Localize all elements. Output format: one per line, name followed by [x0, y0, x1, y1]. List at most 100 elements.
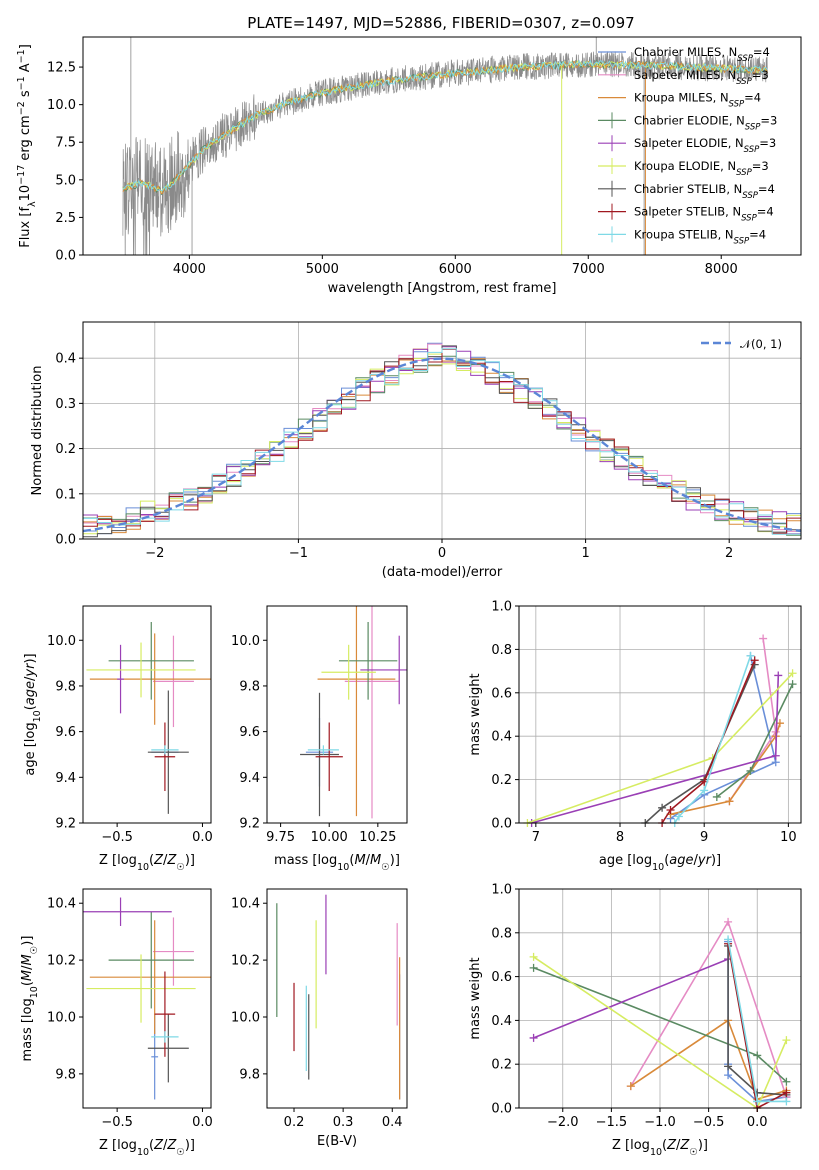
y-tick-label: 2.5: [55, 211, 76, 226]
errorbar-point: [152, 635, 194, 728]
x-axis-label: Z [log10(Z/Z☉)]: [99, 1138, 195, 1158]
y-tick-label: 10.2: [47, 954, 76, 969]
errorbar-point: [338, 621, 398, 700]
errorbar-point: [300, 692, 339, 817]
mass-weight-point: [753, 1097, 762, 1106]
legend-entry-label: 𝒩(0, 1): [740, 337, 782, 351]
legend-entry-label: Kroupa MILES, NSSP=4: [634, 91, 761, 110]
y-tick-label: 9.6: [239, 725, 260, 740]
legend: Chabrier MILES, NSSP=4 Salpeter MILES, NS…: [598, 45, 777, 246]
mass-weight-point: [782, 1077, 791, 1086]
x-tick-label: 0: [438, 546, 446, 561]
y-tick-label: 10.0: [47, 1010, 76, 1025]
x-tick-label: −1.5: [596, 1115, 628, 1130]
y-axis-label: mass weight: [468, 673, 483, 755]
axes-frame: [82, 36, 802, 256]
y-tick-label: 10.4: [231, 897, 260, 912]
mass-weight-point: [753, 1051, 762, 1060]
mass-weight-point: [782, 1097, 791, 1106]
errorbar-point: [108, 621, 194, 700]
x-axis-label: (data-model)/error: [382, 565, 503, 580]
errorbar-point: [86, 954, 196, 1023]
y-tick-label: 10.4: [47, 897, 76, 912]
mass-weight-point: [724, 1062, 733, 1071]
x-axis-label: age [log10(age/yr)]: [599, 853, 721, 873]
mass-weight-point: [788, 669, 797, 678]
y-tick-label: 0.2: [491, 1058, 512, 1073]
x-tick-label: 7000: [572, 262, 605, 277]
y-axis-label: Flux [fλ10−17 erg cm−2 s−1 A−1]: [16, 44, 38, 248]
errorbar-point: [344, 606, 400, 819]
x-tick-label: 0.4: [382, 1115, 403, 1130]
spectrum-panel: 4000 5000 6000 7000 8000 0.0 2.5 5.0 7.5 10.0 12.5…: [16, 14, 802, 296]
legend-entry-label: Kroupa ELODIE, NSSP=3: [634, 159, 769, 178]
errorbar-point: [89, 633, 211, 725]
y-tick-label: 0.0: [491, 817, 512, 832]
mass-weight-point: [759, 634, 768, 643]
x-axis-label: mass [log10(M/M☉)]: [274, 853, 400, 873]
x-axis-label: E(B-V): [317, 1134, 357, 1149]
x-tick-label: 9: [700, 830, 708, 845]
y-tick-label: 10.0: [47, 98, 76, 113]
x-axis-label: wavelength [Angstrom, rest frame]: [328, 281, 557, 296]
y-tick-label: 0.4: [55, 352, 76, 367]
y-tick-label: 0.1: [55, 487, 76, 502]
y-tick-label: 0.2: [491, 773, 512, 788]
mass-weight-series-line: [531, 675, 780, 824]
y-tick-label: 9.8: [239, 1067, 260, 1082]
mass-weight-series-line: [670, 722, 781, 816]
x-tick-label: −1.0: [644, 1115, 676, 1130]
mass-weight-point: [712, 792, 721, 801]
y-tick-label: 10.0: [47, 634, 76, 649]
x-tick-label: 2: [725, 546, 733, 561]
errorbar-point: [154, 722, 176, 792]
axes-frame: [266, 888, 408, 1109]
x-tick-label: 10.25: [359, 830, 396, 845]
mass-vs-metallicity-panel: −0.5 0.0 9.8 10.0 10.2 10.4 Z [log10(Z/Z☉)] mas…: [20, 888, 213, 1158]
y-tick-label: 9.8: [55, 679, 76, 694]
errorbar-point: [151, 1031, 179, 1043]
y-axis-label: Normed distribution: [30, 366, 45, 496]
x-tick-label: 0.0: [747, 1115, 768, 1130]
mass-weight-point: [746, 651, 755, 660]
y-tick-label: 0.0: [55, 533, 76, 548]
mass-weight-series-line: [727, 945, 787, 1096]
y-tick-label: 0.8: [491, 926, 512, 941]
x-tick-label: 0.0: [192, 1115, 213, 1130]
mass-weight-point: [626, 1082, 635, 1091]
errorbar-point: [108, 911, 194, 1009]
mass-weight-vs-metallicity-panel: −2.0 −1.5 −1.0 −0.5 0.0 0.0 0.2 0.4 0.6 0.8 1.0 Z […: [468, 883, 802, 1158]
x-tick-label: 0.0: [192, 830, 213, 845]
x-tick-label: −2.0: [547, 1115, 579, 1130]
errorbar-point: [317, 606, 396, 817]
x-tick-label: 10: [780, 830, 797, 845]
x-tick-label: 10.00: [311, 830, 348, 845]
mass-weight-point: [674, 812, 683, 821]
errorbar-point: [83, 897, 172, 926]
mass-weight-point: [724, 917, 733, 926]
legend-entry-label: Salpeter STELIB, NSSP=4: [634, 205, 774, 224]
y-tick-label: 0.2: [55, 442, 76, 457]
x-tick-label: 8000: [705, 262, 738, 277]
mass-weight-series-line: [661, 659, 756, 824]
y-tick-label: 9.4: [239, 771, 260, 786]
x-tick-label: 8: [616, 830, 624, 845]
axes-frame: [82, 888, 212, 1109]
errorbar-point: [147, 690, 189, 814]
mass-weight-point: [724, 935, 733, 944]
legend-entry-label: Chabrier MILES, NSSP=4: [634, 45, 770, 64]
y-tick-label: 0.6: [491, 686, 512, 701]
observed-spectrum-line: [122, 51, 769, 255]
mass-weight-point: [774, 671, 783, 680]
age-vs-metallicity-panel: −0.5 0.0 9.2 9.4 9.6 9.8 10.0 Z [log10(Z/Z☉)] ag…: [23, 605, 213, 873]
mass-weight-series-line: [674, 655, 752, 824]
errorbar-point: [86, 642, 196, 698]
y-tick-label: 10.0: [231, 1010, 260, 1025]
x-tick-label: 0.3: [333, 1115, 354, 1130]
mass-weight-point: [746, 766, 755, 775]
model-spectrum-line: [122, 59, 768, 192]
mass-weight-series-line: [527, 672, 794, 824]
y-tick-label: 12.5: [47, 61, 76, 76]
y-tick-label: 9.8: [55, 1067, 76, 1082]
